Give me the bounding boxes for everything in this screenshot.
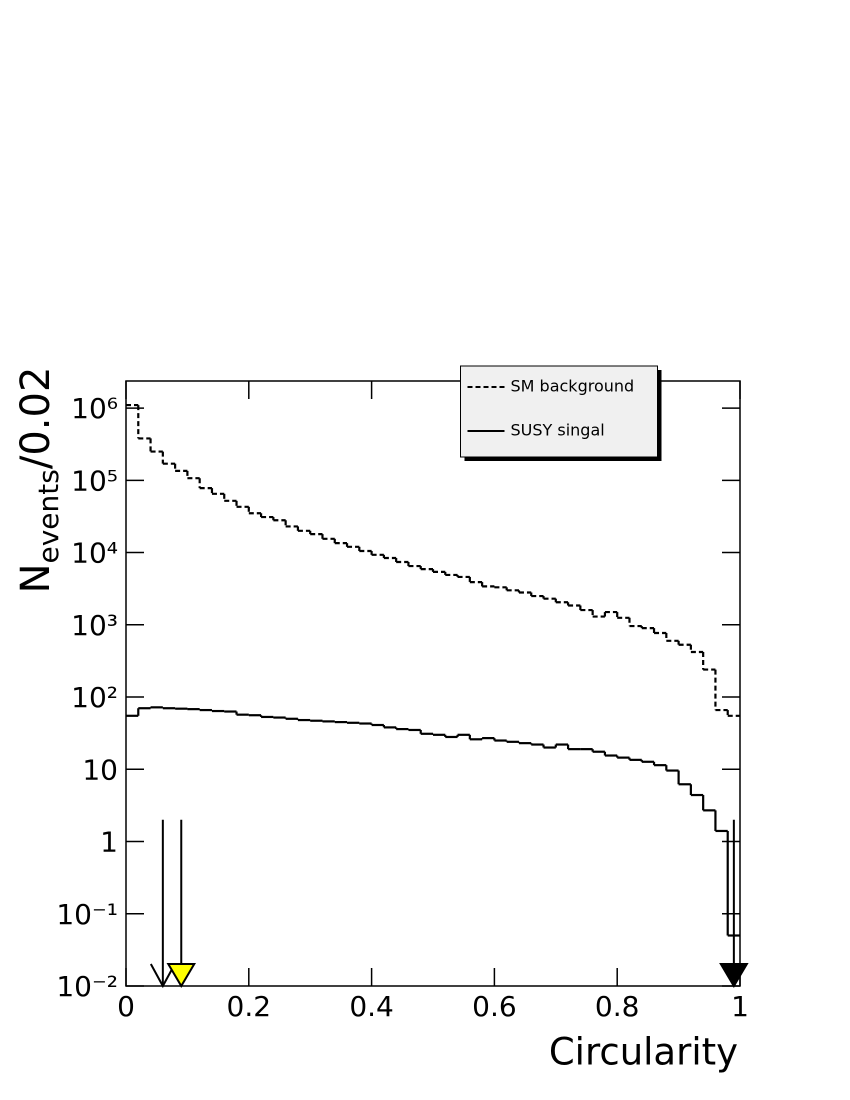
x-tick-label: 0.4: [349, 990, 394, 1023]
y-tick-label: 10⁶: [71, 392, 118, 425]
y-label-sub: events: [32, 469, 65, 563]
x-tick-label: 0: [117, 990, 135, 1023]
y-tick-label: 10: [82, 753, 118, 786]
x-tick-label: 1: [731, 990, 749, 1023]
x-tick-label: 0.8: [595, 990, 640, 1023]
cut-arrow: [719, 819, 749, 988]
y-axis-label: Nevents/0.02: [13, 367, 65, 594]
cut-arrow: [149, 819, 176, 989]
legend-label: SM background: [511, 377, 635, 396]
arrow-head: [719, 963, 749, 988]
legend-label: SUSY singal: [511, 421, 605, 440]
arrow-head: [166, 963, 197, 988]
y-tick-label: 10⁵: [71, 464, 118, 497]
y-tick-label: 10²: [71, 681, 118, 714]
y-label-main: N: [13, 563, 59, 593]
cut-arrow: [166, 819, 197, 988]
series: [126, 403, 740, 717]
x-axis-label: Circularity: [549, 1031, 738, 1074]
y-label-rest: /0.02: [13, 367, 59, 470]
y-tick-label: 10⁴: [71, 537, 118, 570]
y-tick-label: 10⁻¹: [56, 898, 118, 931]
arrow-head: [149, 963, 176, 989]
series: [126, 706, 740, 937]
x-tick-label: 0.2: [227, 990, 272, 1023]
y-tick-label: 10³: [71, 609, 118, 642]
legend-box: [460, 365, 658, 458]
y-tick-label: 1: [100, 826, 118, 859]
y-tick-label: 10⁻²: [56, 970, 118, 1003]
plot-frame: [125, 380, 741, 987]
x-tick-label: 0.6: [472, 990, 517, 1023]
